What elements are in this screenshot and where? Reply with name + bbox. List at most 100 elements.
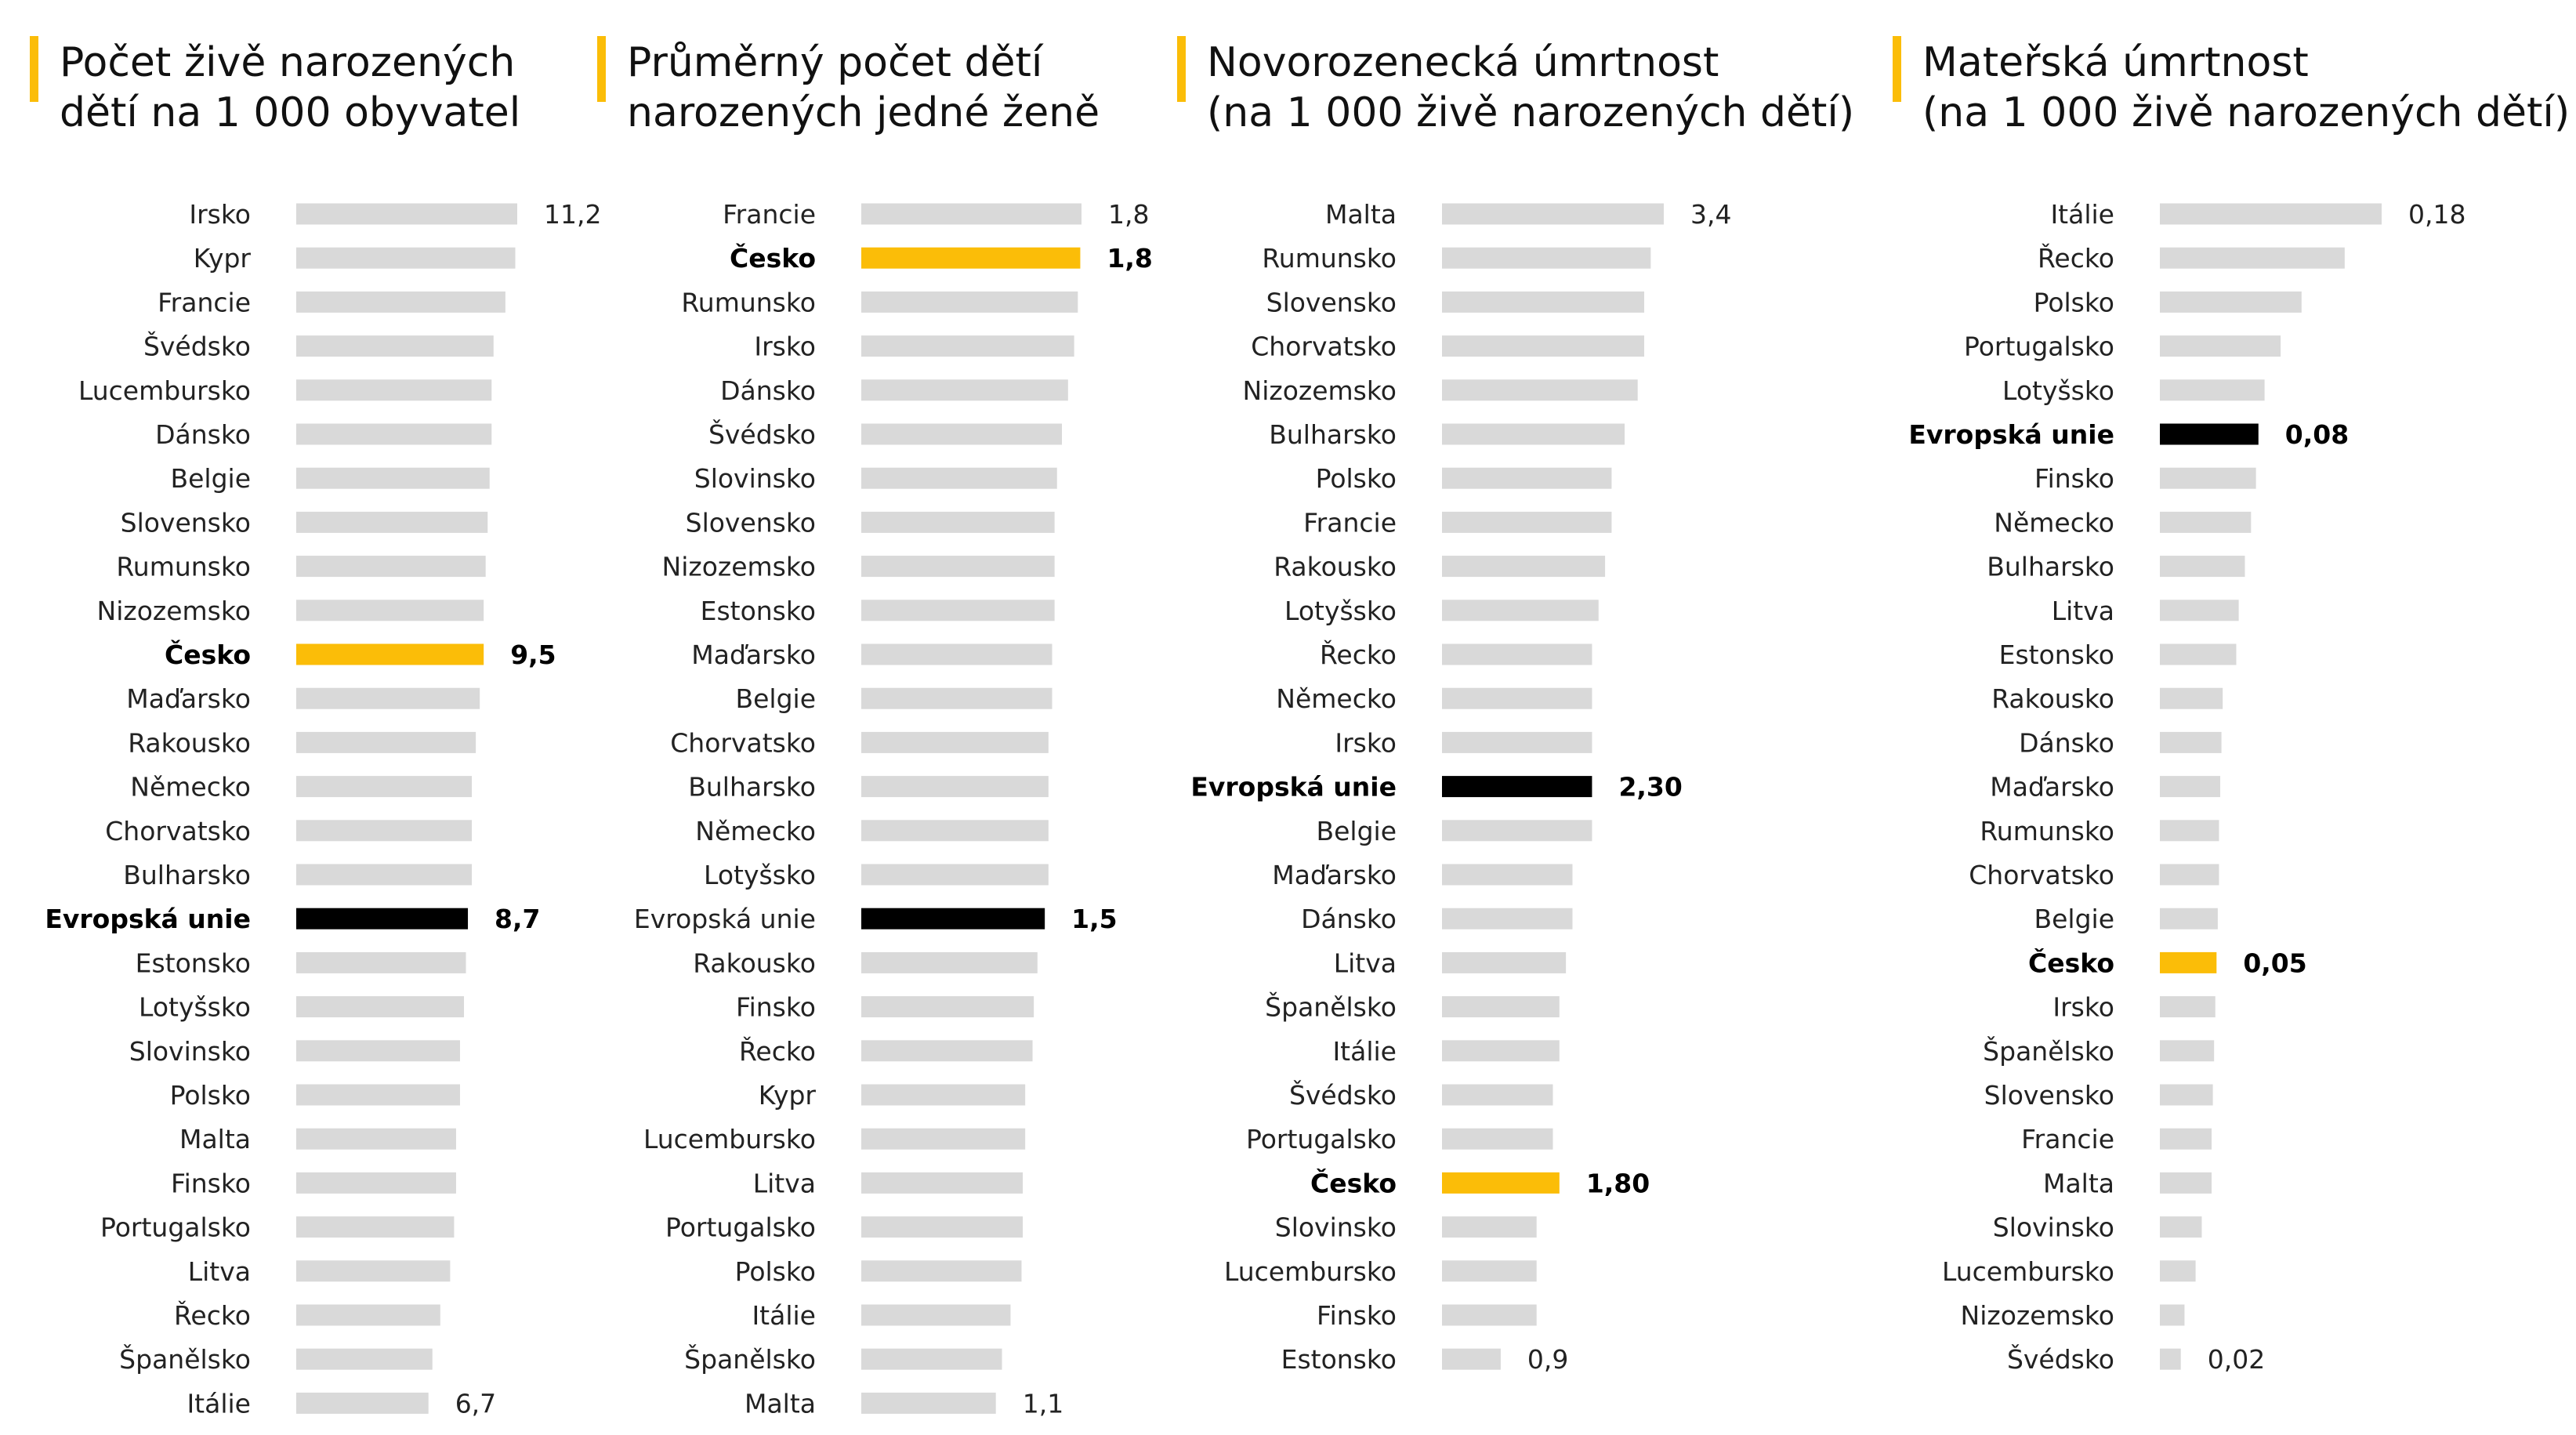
category-label: Kypr bbox=[194, 243, 252, 274]
bar bbox=[1442, 731, 1592, 753]
bar bbox=[2160, 1260, 2196, 1282]
category-label: Polsko bbox=[170, 1080, 251, 1111]
bar bbox=[2160, 423, 2259, 445]
category-label: Estonsko bbox=[1281, 1344, 1397, 1375]
bar bbox=[296, 1172, 456, 1194]
value-label: 1,8 bbox=[1107, 243, 1152, 274]
bar bbox=[861, 643, 1053, 665]
category-label: Německo bbox=[1994, 507, 2114, 538]
category-label: Itálie bbox=[187, 1388, 251, 1419]
category-label: Slovinsko bbox=[129, 1036, 251, 1067]
bar bbox=[1442, 556, 1606, 578]
bar bbox=[296, 467, 490, 489]
category-label: Španělsko bbox=[1265, 991, 1397, 1023]
category-label: Polsko bbox=[2034, 287, 2114, 317]
bar bbox=[296, 996, 465, 1018]
bar bbox=[861, 687, 1053, 709]
value-label: 0,02 bbox=[2208, 1344, 2265, 1375]
category-label: Nizozemsko bbox=[1961, 1300, 2114, 1331]
title-accent-bar bbox=[597, 36, 606, 102]
value-label: 11,2 bbox=[544, 199, 601, 230]
category-label: Lotyšsko bbox=[2002, 375, 2114, 406]
bar bbox=[296, 1084, 460, 1106]
bar bbox=[2160, 1172, 2212, 1194]
bar bbox=[296, 1216, 455, 1238]
category-label: Finsko bbox=[171, 1168, 251, 1198]
bar bbox=[1442, 1304, 1537, 1326]
bar-chart-neonatal-mortality: Malta 3,4 Rumunsko Slovensko Chorvatsko Nizoz… bbox=[1190, 199, 1731, 1375]
value-label: 8,7 bbox=[495, 904, 540, 934]
chart-panel-live-births: Počet živě narozených dětí na 1 000 obyv… bbox=[30, 0, 610, 1435]
chart-panel-neonatal-mortality: Novorozenecká úmrtnost (na 1 000 živě na… bbox=[1177, 0, 1882, 1435]
category-label: Rumunsko bbox=[681, 287, 816, 317]
bar bbox=[2160, 951, 2217, 973]
category-label: Polsko bbox=[1316, 463, 1397, 494]
category-label: Dánsko bbox=[720, 375, 816, 406]
chart-title-line-1: Průměrný počet dětí bbox=[627, 39, 1043, 86]
category-label: Estonsko bbox=[701, 596, 816, 626]
bar bbox=[1442, 1260, 1537, 1282]
category-label: Nizozemsko bbox=[662, 552, 816, 582]
chart-title: Novorozenecká úmrtnost (na 1 000 živě na… bbox=[1207, 38, 1854, 138]
category-label: Portugalsko bbox=[100, 1212, 251, 1243]
chart-title: Počet živě narozených dětí na 1 000 obyv… bbox=[60, 38, 520, 138]
bar bbox=[2160, 687, 2223, 709]
category-label: Lucembursko bbox=[1942, 1256, 2114, 1287]
value-label: 1,5 bbox=[1071, 904, 1117, 934]
category-label: Litva bbox=[1334, 948, 1397, 978]
bar bbox=[861, 511, 1055, 533]
title-accent-bar bbox=[30, 36, 38, 102]
value-label: 0,08 bbox=[2285, 419, 2349, 450]
bar bbox=[296, 864, 473, 886]
bar bbox=[296, 1348, 433, 1370]
category-label: Itálie bbox=[752, 1300, 816, 1331]
category-label: Lotyšsko bbox=[139, 992, 251, 1023]
bar bbox=[2160, 731, 2222, 753]
chart-title-line-1: Novorozenecká úmrtnost bbox=[1207, 39, 1719, 86]
category-label: Dánsko bbox=[2019, 727, 2114, 758]
category-label: Estonsko bbox=[1999, 640, 2114, 670]
category-label: Francie bbox=[1303, 507, 1397, 538]
category-label: Polsko bbox=[735, 1256, 816, 1287]
category-label: Malta bbox=[1325, 199, 1397, 230]
bar bbox=[296, 687, 480, 709]
chart-title-line-1: Počet živě narozených bbox=[60, 39, 516, 86]
category-label: Lucembursko bbox=[1224, 1256, 1397, 1287]
bar bbox=[2160, 820, 2219, 842]
value-label: 1,80 bbox=[1586, 1168, 1650, 1198]
category-label: Lucembursko bbox=[78, 375, 251, 406]
category-label: Irsko bbox=[1335, 727, 1397, 758]
bar bbox=[861, 203, 1081, 225]
bar bbox=[1442, 247, 1651, 269]
bar bbox=[861, 731, 1049, 753]
category-label: Litva bbox=[2052, 596, 2114, 626]
chart-panel-maternal-mortality: Mateřská úmrtnost (na 1 000 živě narozen… bbox=[1893, 0, 2576, 1435]
bar bbox=[1442, 1172, 1560, 1194]
category-label: Irsko bbox=[2052, 992, 2114, 1023]
bar bbox=[296, 951, 466, 973]
bar bbox=[1442, 820, 1592, 842]
bar bbox=[2160, 1084, 2213, 1106]
bar bbox=[861, 1348, 1002, 1370]
bar bbox=[2160, 1128, 2212, 1150]
bar bbox=[296, 335, 494, 357]
category-label: Evropská unie bbox=[45, 904, 251, 934]
category-label: Slovensko bbox=[121, 507, 251, 538]
bar bbox=[1442, 1084, 1553, 1106]
bar bbox=[1442, 335, 1645, 357]
bar bbox=[2160, 1348, 2181, 1370]
bar bbox=[2160, 335, 2281, 357]
bar-chart-fertility-rate: Francie 1,8 Česko 1,8 Rumunsko Irsko Dánsko Švé… bbox=[634, 199, 1153, 1419]
bar-chart-live-births: Irsko 11,2 Kypr Francie Švédsko Lucembursko Dá… bbox=[45, 199, 601, 1419]
chart-panel-fertility-rate: Průměrný počet dětí narozených jedné žen… bbox=[597, 0, 1177, 1435]
bar bbox=[2160, 864, 2219, 886]
bar bbox=[1442, 379, 1638, 401]
category-label: Slovensko bbox=[686, 507, 816, 538]
category-label: Česko bbox=[730, 242, 816, 274]
category-label: Francie bbox=[2021, 1124, 2114, 1154]
category-label: Česko bbox=[2028, 947, 2114, 978]
category-label: Bulharsko bbox=[123, 860, 251, 890]
chart-title-line-2: (na 1 000 živě narozených dětí) bbox=[1922, 89, 2571, 136]
category-label: Lotyšsko bbox=[704, 860, 816, 890]
value-label: 0,18 bbox=[2408, 199, 2465, 230]
